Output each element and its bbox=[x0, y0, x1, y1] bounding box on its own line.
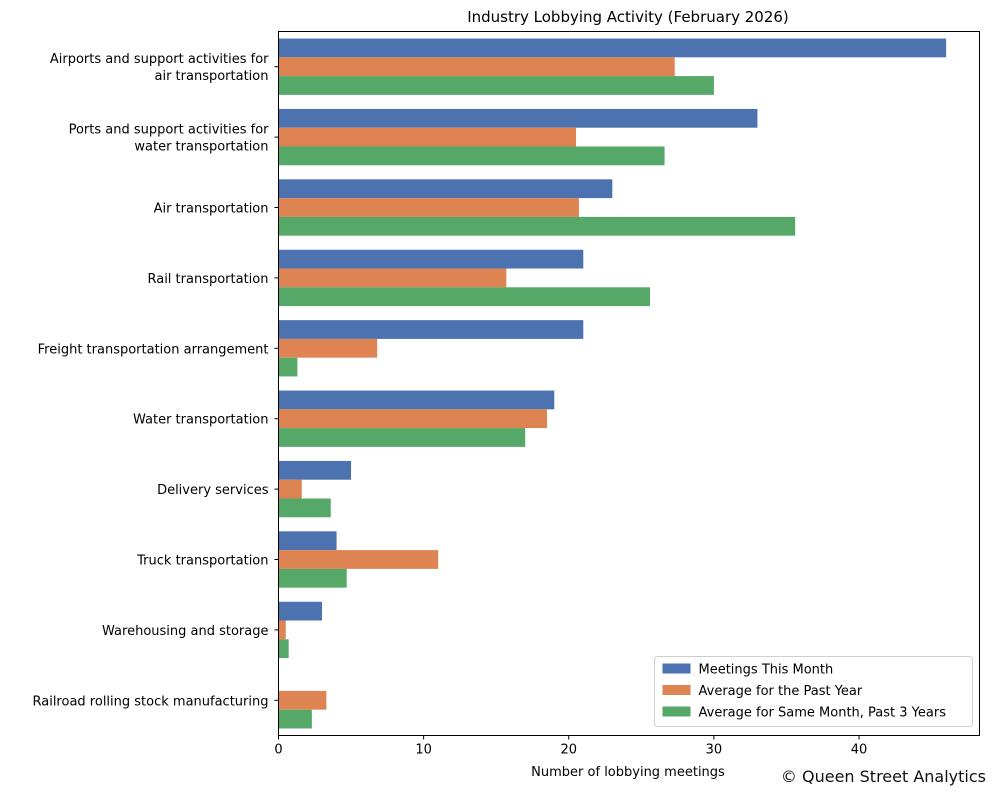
bar bbox=[278, 57, 675, 77]
legend-swatch bbox=[662, 706, 691, 717]
bar bbox=[278, 357, 298, 377]
bar bbox=[278, 268, 507, 288]
bar bbox=[278, 38, 947, 58]
plot-frame bbox=[278, 31, 980, 736]
legend-box bbox=[654, 656, 973, 727]
bar bbox=[278, 198, 579, 217]
bar bbox=[278, 338, 378, 358]
bar bbox=[278, 146, 665, 166]
bar bbox=[278, 287, 651, 307]
y-tick-label-line: Ports and support activities for bbox=[69, 123, 270, 138]
y-tick-label: Truck transportation bbox=[136, 554, 268, 569]
bar bbox=[278, 620, 286, 640]
bar bbox=[278, 249, 584, 269]
bar bbox=[278, 531, 337, 551]
x-tick-label: 40 bbox=[851, 743, 868, 758]
y-tick-label: Water transportation bbox=[133, 413, 269, 428]
x-axis: 0 10 20 30 40 bbox=[274, 735, 868, 758]
legend-label: Average for the Past Year bbox=[699, 684, 863, 699]
bar bbox=[278, 127, 577, 147]
credit-text: © Queen Street Analytics bbox=[780, 767, 986, 786]
y-tick-label-line: air transportation bbox=[155, 69, 269, 84]
legend-label: Meetings This Month bbox=[699, 663, 834, 678]
y-tick-label: Freight transportation arrangement bbox=[38, 342, 269, 357]
legend-swatch bbox=[662, 663, 691, 674]
y-tick-label-line: Truck transportation bbox=[136, 554, 268, 569]
bar bbox=[278, 216, 796, 236]
y-tick-label-line: Warehousing and storage bbox=[102, 624, 268, 639]
y-tick-label: Ports and support activities for water tr… bbox=[69, 123, 270, 155]
y-tick-label-line: Airports and support activities for bbox=[50, 52, 269, 67]
bar bbox=[278, 108, 758, 128]
y-tick-label: Airports and support activities for air t… bbox=[50, 52, 269, 84]
bar bbox=[278, 460, 352, 480]
bar bbox=[278, 179, 613, 199]
bar bbox=[278, 601, 323, 621]
bar bbox=[278, 709, 312, 729]
bar bbox=[278, 479, 302, 499]
y-tick-label-line: Air transportation bbox=[154, 202, 269, 217]
y-axis: Airports and support activities for air t… bbox=[33, 52, 279, 709]
bar bbox=[278, 690, 327, 710]
bar bbox=[278, 550, 439, 569]
y-tick-label: Air transportation bbox=[154, 202, 269, 217]
bars-layer bbox=[278, 38, 947, 729]
x-tick-label: 10 bbox=[415, 743, 432, 758]
bar bbox=[278, 76, 714, 95]
bar bbox=[278, 390, 555, 410]
bar bbox=[278, 428, 526, 447]
y-tick-label-line: Delivery services bbox=[157, 483, 269, 498]
y-tick-label-line: water transportation bbox=[134, 140, 268, 155]
bar bbox=[278, 498, 331, 518]
legend: Meetings This Month Average for the Past … bbox=[654, 656, 973, 727]
bar bbox=[278, 639, 289, 659]
x-tick-label: 20 bbox=[560, 743, 577, 758]
y-tick-label: Warehousing and storage bbox=[102, 624, 268, 639]
bar bbox=[278, 409, 547, 429]
chart-title: Industry Lobbying Activity (February 202… bbox=[467, 8, 789, 26]
y-tick-label-line: Freight transportation arrangement bbox=[38, 342, 269, 357]
y-tick-label-line: Railroad rolling stock manufacturing bbox=[33, 694, 269, 709]
y-tick-label-line: Rail transportation bbox=[147, 272, 268, 287]
y-tick-label-line: Water transportation bbox=[133, 413, 269, 428]
legend-swatch bbox=[662, 685, 691, 695]
x-tick-label: 30 bbox=[706, 743, 723, 758]
y-tick-label: Delivery services bbox=[157, 483, 269, 498]
legend-label: Average for Same Month, Past 3 Years bbox=[699, 706, 947, 721]
bar bbox=[278, 320, 584, 339]
x-tick-label: 0 bbox=[274, 743, 282, 758]
bar bbox=[278, 568, 347, 588]
x-axis-label: Number of lobbying meetings bbox=[531, 765, 725, 780]
y-tick-label: Rail transportation bbox=[147, 272, 268, 287]
y-tick-label: Railroad rolling stock manufacturing bbox=[33, 694, 269, 709]
